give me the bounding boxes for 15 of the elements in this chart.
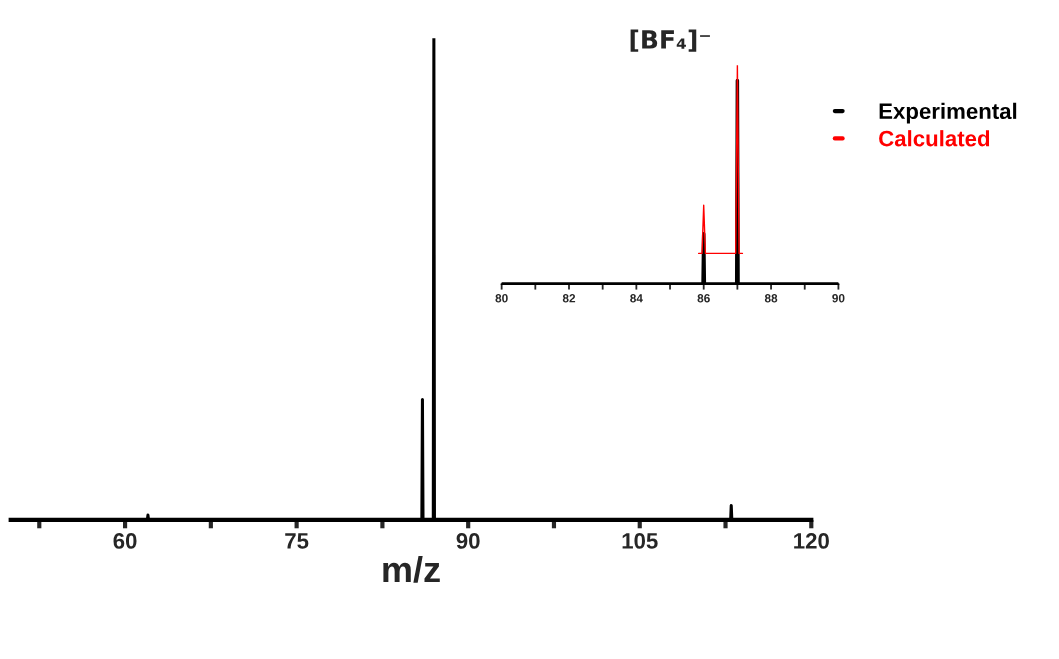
x-tick-label: 82: [562, 294, 576, 303]
x-tick-label: 84: [630, 294, 643, 303]
legend-label: Calculated: [879, 130, 990, 147]
x-tick-label: 80: [495, 294, 508, 303]
x-tick-label: 90: [832, 294, 845, 303]
x-tick-label: 60: [113, 533, 137, 549]
x-tick-label: 88: [764, 294, 778, 303]
legend-label: Experimental: [879, 102, 1017, 124]
x-tick-label: 90: [456, 533, 480, 549]
x-tick-label: 86: [697, 294, 710, 303]
x-axis-title: m/z: [383, 555, 440, 583]
x-tick-label: 120: [794, 533, 829, 549]
chart-title: [BF₄]⁻: [630, 29, 710, 52]
x-tick-label: 75: [285, 533, 309, 549]
x-tick-label: 105: [622, 533, 658, 549]
